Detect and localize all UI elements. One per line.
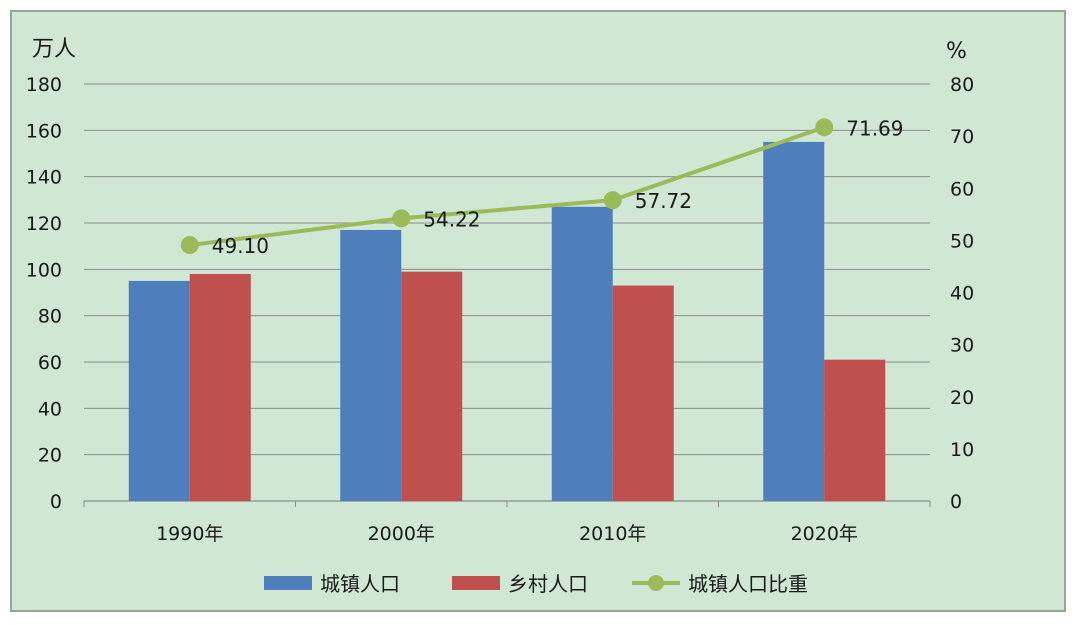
y-right-tick-label: 30	[950, 335, 974, 357]
line-series	[189, 125, 825, 248]
data-label: 54.22	[423, 207, 480, 231]
y-left-tick-label: 100	[26, 259, 62, 281]
y-right-tick-label: 60	[950, 178, 974, 200]
bar	[763, 141, 825, 501]
y-right-tick-label: 10	[950, 439, 974, 461]
bar	[824, 359, 886, 501]
line-point	[815, 118, 834, 137]
y-left-tick-label: 120	[26, 213, 62, 235]
y-right-tick-label: 20	[950, 387, 974, 409]
y-left-tick-label: 80	[38, 306, 62, 328]
bar	[612, 285, 674, 501]
y-left-tick-label: 20	[38, 445, 62, 467]
data-label: 49.10	[212, 234, 269, 258]
y-right-tick-label: 70	[950, 126, 974, 148]
y-right-tick-label: 40	[950, 283, 974, 305]
x-tick-label: 2020年	[791, 523, 858, 545]
bar	[128, 280, 190, 501]
line-point	[180, 236, 199, 255]
line-point	[392, 209, 411, 228]
bar	[401, 271, 463, 501]
y-right-unit-label: %	[946, 39, 967, 64]
y-left-tick-label: 40	[38, 398, 62, 420]
x-tick-label: 2010年	[579, 523, 646, 545]
bar	[340, 229, 402, 501]
legend-swatch	[264, 576, 312, 590]
y-right-tick-label: 80	[950, 74, 974, 96]
y-left-tick-label: 160	[26, 120, 62, 142]
y-left-unit-label: 万人	[32, 37, 76, 62]
legend-label: 城镇人口	[320, 572, 400, 596]
line-point	[603, 191, 622, 210]
y-left-tick-label: 180	[26, 74, 62, 96]
y-left-tick-label: 140	[26, 167, 62, 189]
data-label: 57.72	[635, 189, 692, 213]
y-left-tick-label: 0	[50, 491, 62, 513]
y-right-tick-label: 50	[950, 230, 974, 252]
bar	[551, 206, 613, 502]
legend-label: 乡村人口	[508, 572, 588, 596]
data-label: 71.69	[846, 116, 903, 140]
legend-swatch	[452, 576, 500, 590]
legend-label: 城镇人口比重	[688, 572, 808, 596]
legend-marker	[648, 575, 664, 591]
bar	[189, 273, 251, 501]
y-left-tick-label: 60	[38, 352, 62, 374]
x-tick-label: 1990年	[156, 523, 223, 545]
y-right-tick-label: 0	[950, 491, 962, 513]
x-tick-label: 2000年	[368, 523, 435, 545]
